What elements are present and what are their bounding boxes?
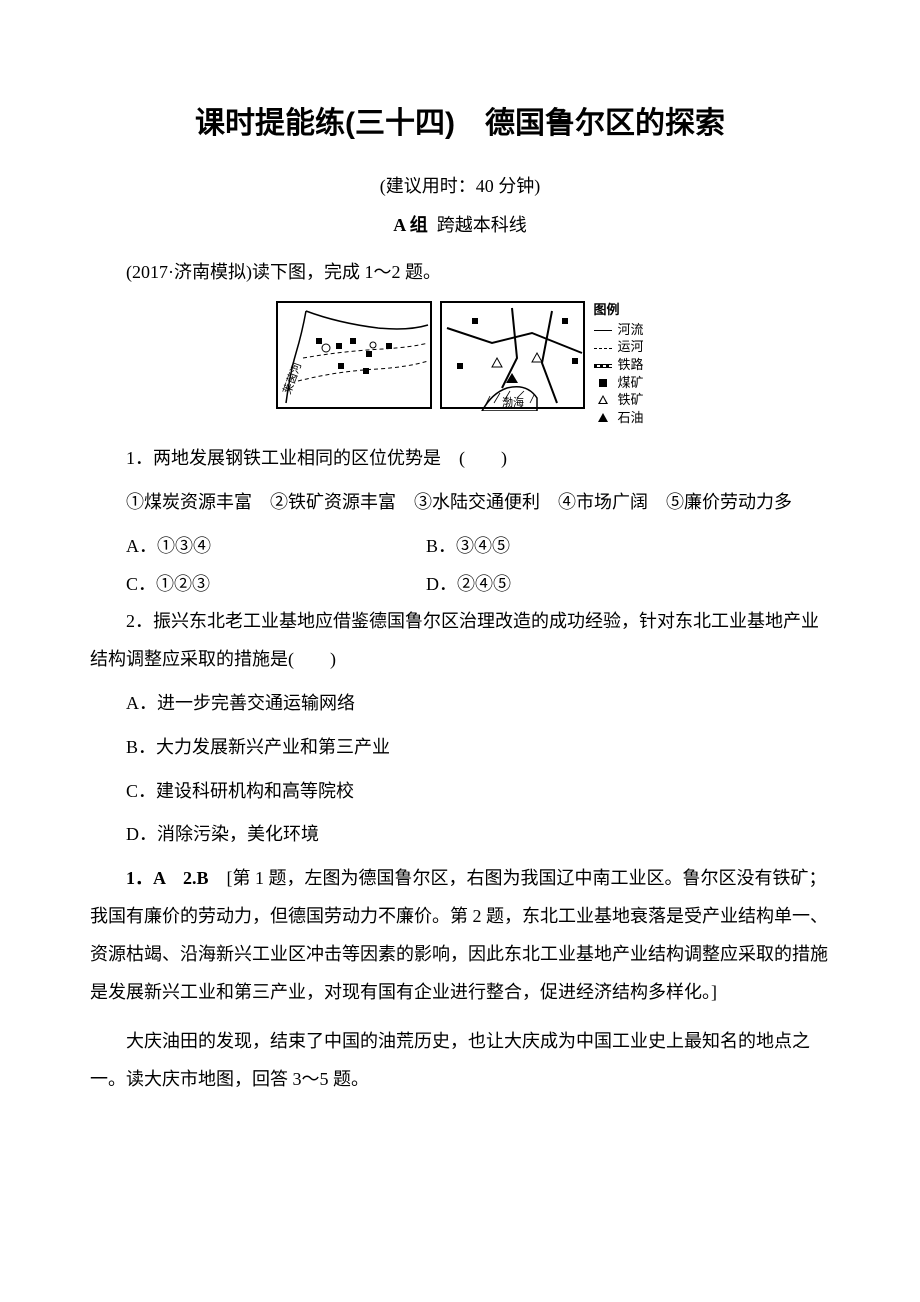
q1-opt-a: A．①③④	[126, 528, 426, 566]
answer-head: 1．A 2.B	[126, 868, 209, 888]
legend-item: 铁路	[593, 356, 643, 374]
map-left: 莱茵河	[276, 301, 432, 409]
answer-1-2: 1．A 2.B [第 1 题，左图为德国鲁尔区，右图为我国辽中南工业区。鲁尔区没…	[90, 860, 830, 1011]
legend-label: 河流	[617, 321, 643, 339]
iron-icon	[598, 395, 608, 404]
q2-opt-b: B．大力发展新兴产业和第三产业	[90, 729, 830, 767]
map-right: 渤海	[440, 301, 585, 409]
legend-item: 运河	[593, 338, 643, 356]
legend-item: 河流	[593, 321, 643, 339]
legend-label: 铁路	[617, 356, 643, 374]
legend-item: 铁矿	[593, 391, 643, 409]
intro-2: 大庆油田的发现，结束了中国的油荒历史，也让大庆成为中国工业史上最知名的地点之一。…	[90, 1023, 830, 1099]
legend-title: 图例	[593, 301, 643, 319]
figure-legend: 图例 河流 运河 铁路 煤矿 铁矿 石油	[593, 301, 643, 426]
section-group: A 组	[393, 215, 428, 235]
q1-options-row-1: A．①③④ B．③④⑤	[90, 528, 830, 566]
legend-item: 石油	[593, 409, 643, 427]
q1-options-row-2: C．①②③ D．②④⑤	[90, 566, 830, 604]
left-map-river-label: 莱茵河	[281, 361, 305, 396]
river-icon	[594, 330, 612, 331]
legend-label: 运河	[617, 338, 643, 356]
legend-label: 铁矿	[617, 391, 643, 409]
q1-opt-b: B．③④⑤	[426, 528, 830, 566]
oil-icon	[598, 413, 608, 422]
intro-1: (2017·济南模拟)读下图，完成 1～2 题。	[90, 254, 830, 292]
legend-label: 石油	[617, 409, 643, 427]
legend-item: 煤矿	[593, 374, 643, 392]
q1-items: ①煤炭资源丰富 ②铁矿资源丰富 ③水陆交通便利 ④市场广阔 ⑤廉价劳动力多	[90, 484, 830, 522]
figure: 莱茵河 渤海 图例 河流 运河 铁路 煤矿 铁矿 石油	[90, 301, 830, 426]
q2-stem: 2．振兴东北老工业基地应借鉴德国鲁尔区治理改造的成功经验，针对东北工业基地产业结…	[90, 603, 830, 679]
answer-body: [第 1 题，左图为德国鲁尔区，右图为我国辽中南工业区。鲁尔区没有铁矿；我国有廉…	[90, 868, 828, 1001]
q2-opt-d: D．消除污染，美化环境	[90, 816, 830, 854]
q1-stem: 1．两地发展钢铁工业相同的区位优势是 ( )	[90, 440, 830, 478]
legend-label: 煤矿	[617, 374, 643, 392]
q1-opt-d: D．②④⑤	[426, 566, 830, 604]
page-title: 课时提能练(三十四) 德国鲁尔区的探索	[90, 100, 830, 148]
canal-icon	[594, 348, 612, 349]
rail-icon	[594, 364, 612, 368]
coal-icon	[599, 379, 607, 387]
section-name: 跨越本科线	[437, 215, 527, 235]
section-label: A 组 跨越本科线	[90, 211, 830, 240]
right-map-sea-label: 渤海	[502, 395, 524, 409]
time-hint: (建议用时：40 分钟)	[90, 172, 830, 201]
q2-opt-a: A．进一步完善交通运输网络	[90, 685, 830, 723]
q1-opt-c: C．①②③	[126, 566, 426, 604]
q2-opt-c: C．建设科研机构和高等院校	[90, 773, 830, 811]
